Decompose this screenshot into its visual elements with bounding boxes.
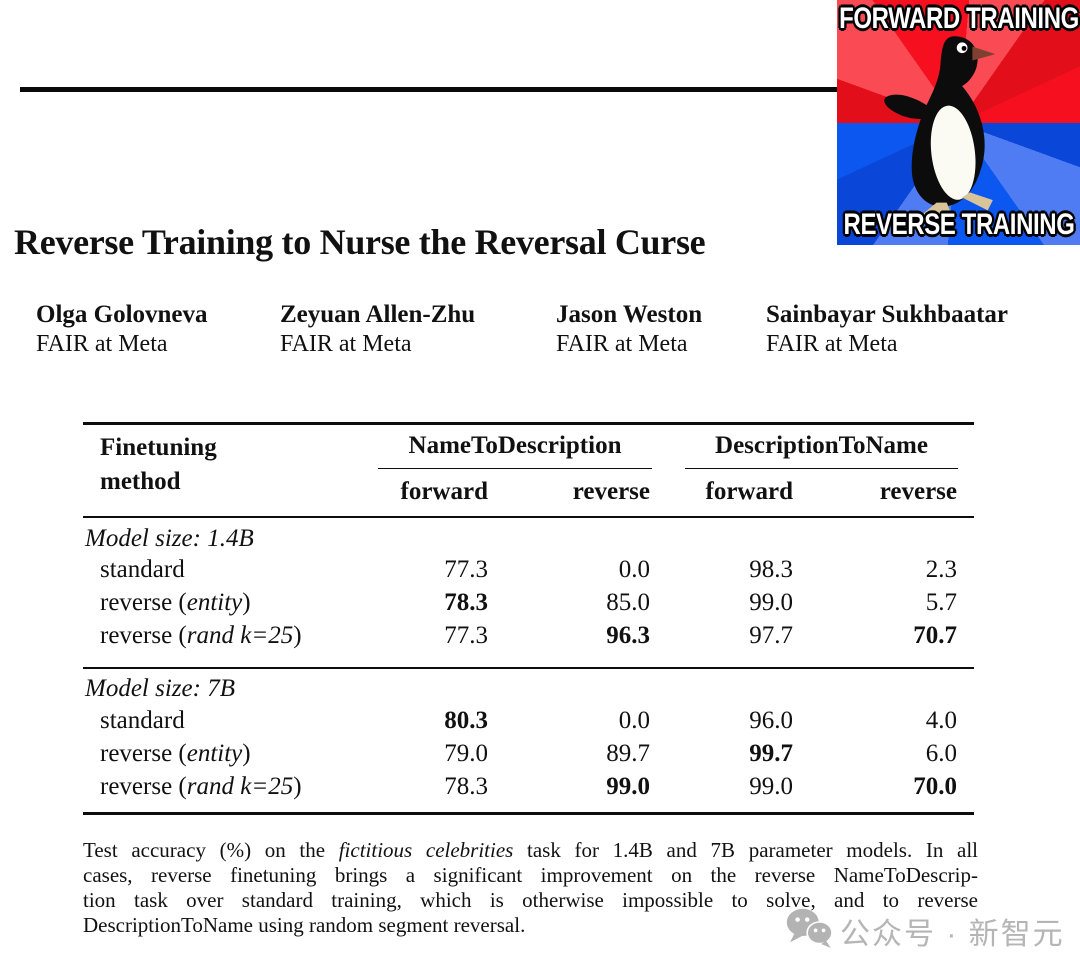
results-table: Finetuning method NameToDescription Desc… — [83, 422, 974, 817]
author-block: Sainbayar Sukhbaatar FAIR at Meta — [766, 299, 1016, 358]
watermark-text: 公众号 · 新智元 — [840, 918, 1065, 951]
table-row: standard 77.3 0.0 98.3 2.3 — [100, 556, 957, 583]
author-affiliation: FAIR at Meta — [766, 331, 898, 357]
table-row: reverse (entity) 79.0 89.7 99.7 6.0 — [100, 740, 957, 767]
author-name: Zeyuan Allen-Zhu — [280, 301, 476, 328]
author-name: Olga Golovneva — [36, 301, 208, 328]
group-label-1-4b: Model size: 1.4B — [85, 525, 254, 552]
author-affiliation: FAIR at Meta — [556, 331, 688, 357]
penguin-icon — [884, 36, 996, 216]
author-name: Jason Weston — [556, 301, 703, 328]
subheader-reverse: reverse — [572, 478, 650, 505]
watermark: 公众号 · 新智元 — [786, 903, 1076, 955]
paper-title: Reverse Training to Nurse the Reversal C… — [14, 222, 706, 263]
column-header-method: Finetuning method — [100, 434, 217, 495]
subheader-forward: forward — [705, 478, 793, 505]
author-block: Zeyuan Allen-Zhu FAIR at Meta — [280, 299, 530, 358]
meme-top-caption: FORWARD TRAINING — [838, 2, 1079, 35]
header-divider-line — [20, 87, 838, 92]
subheader-forward: forward — [400, 478, 488, 505]
meme-image: FORWARD TRAINING REVERSE TRAINING — [837, 0, 1080, 245]
table-row: reverse (rand k=25) 77.3 96.3 97.7 70.7 — [100, 622, 957, 649]
table-row: standard 80.3 0.0 96.0 4.0 — [100, 707, 957, 734]
table-caption: Test accuracy (%) on the fictitious cele… — [83, 838, 978, 938]
table-subheader-row: forward reverse forward reverse — [83, 478, 957, 506]
caption-line: cases, reverse finetuning brings a signi… — [83, 863, 978, 887]
table-row: reverse (rand k=25) 78.3 99.0 99.0 70.0 — [100, 773, 957, 800]
caption-line: Test accuracy (%) on the fictitious cele… — [83, 838, 979, 862]
meme-bottom-caption: REVERSE TRAINING — [843, 208, 1074, 241]
table-header-rule — [83, 516, 974, 518]
author-block: Jason Weston FAIR at Meta — [556, 299, 806, 358]
table-mid-rule — [83, 667, 974, 669]
subheader-reverse: reverse — [879, 478, 957, 505]
author-affiliation: FAIR at Meta — [280, 331, 412, 357]
caption-line: tion task over standard training, which … — [83, 888, 978, 912]
table-top-rule — [83, 422, 974, 425]
wechat-bubbles-icon — [786, 908, 833, 948]
column-group-name-to-description: NameToDescription — [378, 432, 652, 469]
group-label-7b: Model size: 7B — [85, 675, 235, 702]
column-group-description-to-name: DescriptionToName — [685, 432, 958, 469]
author-affiliation: FAIR at Meta — [36, 331, 168, 357]
caption-line: DescriptionToName using random segment r… — [83, 913, 526, 937]
table-bottom-rule — [83, 812, 974, 815]
author-block: Olga Golovneva FAIR at Meta — [36, 299, 286, 358]
table-row: reverse (entity) 78.3 85.0 99.0 5.7 — [100, 589, 957, 616]
author-name: Sainbayar Sukhbaatar — [766, 301, 1008, 328]
